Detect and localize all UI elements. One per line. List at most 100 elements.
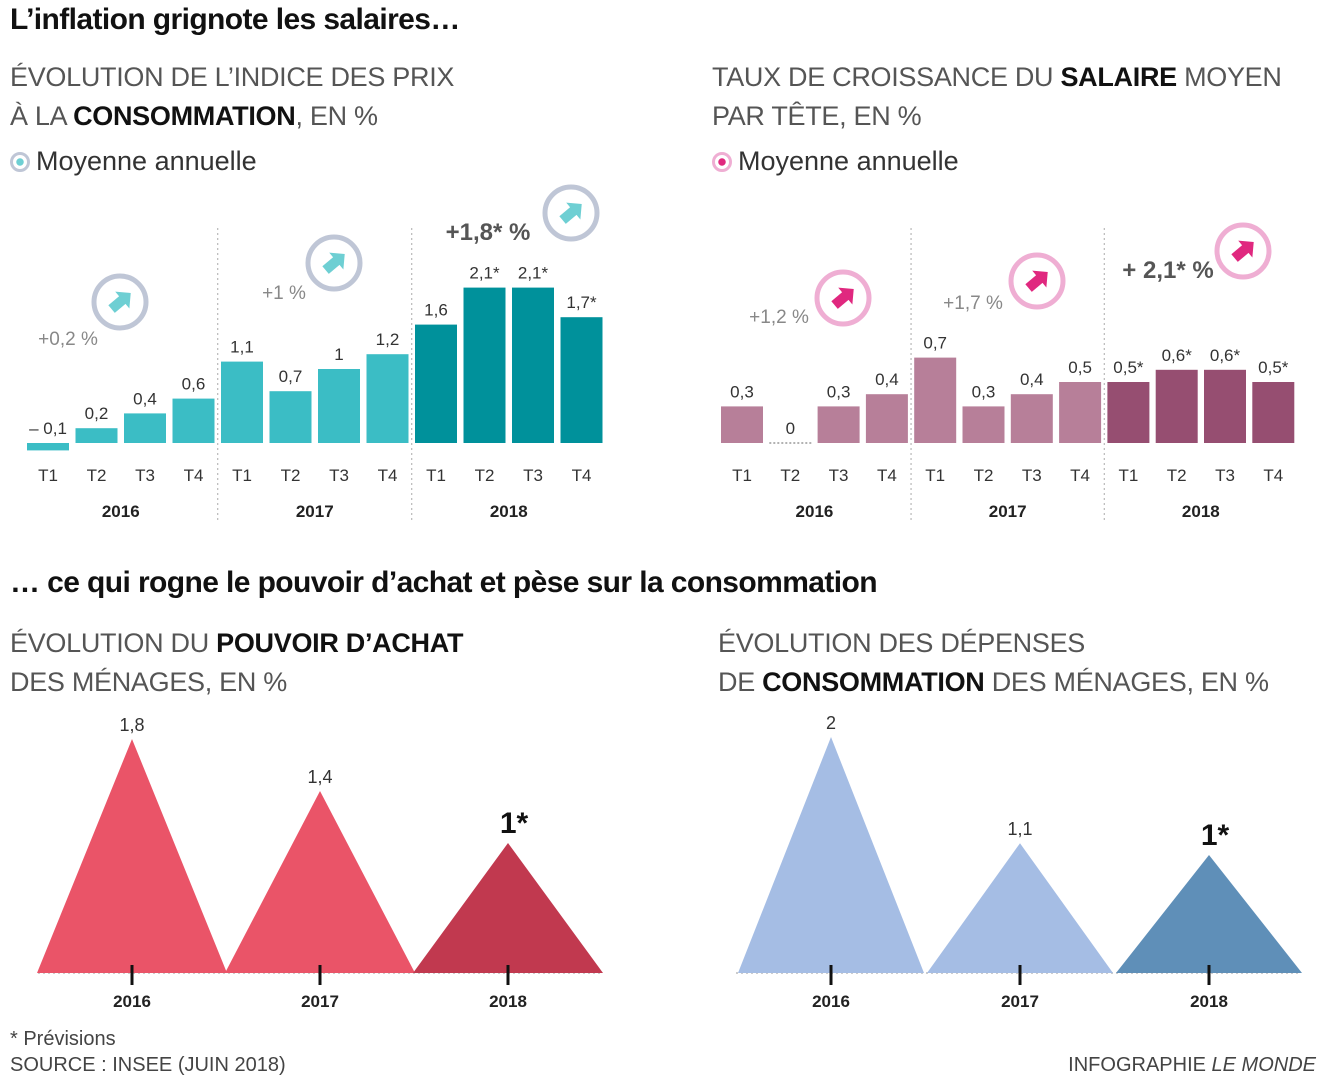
quarter-tick-label: T3 — [523, 466, 543, 485]
bar-value-label: 0,4 — [875, 370, 899, 389]
quarter-tick-label: T3 — [135, 466, 155, 485]
annual-average-label: +0,2 % — [38, 329, 98, 350]
heading-top: L’inflation grignote les salaires… — [10, 3, 460, 36]
annual-average-arrow-icon — [542, 184, 600, 242]
quarter-tick-label: T2 — [780, 466, 800, 485]
bar-value-label: 0,6* — [1210, 346, 1241, 365]
cpi-legend: Moyenne annuelle — [10, 146, 257, 177]
year-label: 2016 — [113, 992, 151, 1011]
bar — [269, 391, 312, 443]
bar — [172, 398, 215, 443]
quarter-tick-label: T4 — [572, 466, 592, 485]
purchasing-power-title: ÉVOLUTION DU POUVOIR D’ACHAT DES MÉNAGES… — [10, 628, 464, 697]
annual-average-label: +1 % — [262, 283, 306, 304]
bar — [560, 317, 603, 443]
bar-value-label: 0,5* — [1258, 358, 1289, 377]
bar-value-label: 1,2 — [376, 330, 400, 349]
bar-value-label: 0,5 — [1068, 358, 1092, 377]
value-label: 1,4 — [307, 767, 332, 787]
bar — [221, 361, 263, 443]
bar — [721, 406, 763, 443]
bar — [962, 406, 1005, 443]
triangle-mark — [738, 737, 924, 973]
heading-bottom: … ce qui rogne le pouvoir d’achat et pès… — [10, 566, 878, 599]
year-label: 2018 — [490, 502, 528, 521]
year-label: 2018 — [1190, 992, 1228, 1011]
triangle-mark — [413, 843, 603, 973]
year-label: 2018 — [489, 992, 527, 1011]
consumption-chart: 2 2016 1,1 2017 1* 2018 — [736, 713, 1302, 1011]
bar — [463, 287, 506, 443]
year-label: 2016 — [812, 992, 850, 1011]
year-label: 2017 — [989, 502, 1027, 521]
quarter-tick-label: T4 — [378, 466, 398, 485]
annual-average-label: + 2,1* % — [1122, 257, 1213, 284]
bar-value-label: 0,3 — [730, 382, 754, 401]
year-label: 2017 — [1001, 992, 1039, 1011]
cpi-chart-title: ÉVOLUTION DE L’INDICE DES PRIX À LA CONS… — [10, 62, 455, 131]
quarter-tick-label: T3 — [329, 466, 349, 485]
annual-average-arrow-icon — [91, 273, 149, 331]
bar-value-label: 2,1* — [469, 264, 500, 283]
bar — [124, 413, 166, 443]
annual-average-arrow-icon — [305, 234, 363, 292]
bar — [1010, 394, 1053, 443]
bar-value-label: 0,4 — [1020, 370, 1044, 389]
value-label: 1,1 — [1007, 819, 1032, 839]
quarter-tick-label: T2 — [87, 466, 107, 485]
annual-average-label: +1,2 % — [749, 307, 809, 328]
source: SOURCE : INSEE (JUIN 2018) — [10, 1054, 286, 1076]
quarter-tick-label: T1 — [38, 466, 58, 485]
bar-value-label: 1,1 — [230, 338, 254, 357]
bar — [817, 406, 860, 443]
bar-value-label: 0,6* — [1162, 346, 1193, 365]
bar-value-label: 0,7 — [279, 367, 303, 386]
value-label: 2 — [826, 713, 836, 733]
year-label: 2017 — [296, 502, 334, 521]
year-label: 2016 — [102, 502, 140, 521]
bar — [1252, 382, 1295, 443]
quarter-tick-label: T2 — [1167, 466, 1187, 485]
wage-legend: Moyenne annuelle — [712, 146, 959, 177]
bar — [1059, 382, 1102, 443]
quarter-tick-label: T4 — [1263, 466, 1283, 485]
purchasing-power-chart: 1,8 2016 1,4 2017 1* 2018 — [37, 715, 603, 1011]
bar-value-label: – 0,1 — [29, 419, 67, 438]
year-label: 2018 — [1182, 502, 1220, 521]
bar — [318, 369, 360, 443]
bar — [865, 394, 908, 443]
value-label: 1* — [500, 807, 529, 840]
bar — [366, 354, 409, 443]
quarter-tick-label: T4 — [877, 466, 897, 485]
quarter-tick-label: T2 — [475, 466, 495, 485]
bar-value-label: 0,5* — [1113, 358, 1144, 377]
quarter-tick-label: T1 — [732, 466, 752, 485]
bar — [415, 324, 457, 443]
bar-value-label: 0,6 — [182, 375, 206, 394]
bar-value-label: 0,3 — [827, 382, 851, 401]
year-label: 2017 — [301, 992, 339, 1011]
annual-average-label: +1,8* % — [446, 219, 531, 246]
cpi-bar-chart: – 0,1 T1 0,2 T2 0,4 T3 0,6 T4 1,1 T1 0,7 T2 1 T3 1,2 T4… — [27, 184, 603, 523]
bar-value-label: 0 — [786, 419, 795, 438]
triangle-mark — [1116, 855, 1302, 973]
year-label: 2016 — [796, 502, 834, 521]
quarter-tick-label: T1 — [1118, 466, 1138, 485]
bar-value-label: 0,4 — [133, 389, 157, 408]
bar — [1155, 369, 1198, 443]
bar — [1204, 369, 1246, 443]
bar-value-label: 1 — [334, 345, 343, 364]
annual-average-arrow-icon — [1214, 222, 1272, 280]
quarter-tick-label: T3 — [1215, 466, 1235, 485]
quarter-tick-label: T1 — [925, 466, 945, 485]
bar-value-label: 1,7* — [566, 293, 597, 312]
footnote: * Prévisions — [10, 1028, 116, 1050]
quarter-tick-label: T3 — [1022, 466, 1042, 485]
quarter-tick-label: T2 — [281, 466, 301, 485]
bar-value-label: 0,7 — [923, 334, 947, 353]
quarter-tick-label: T4 — [1070, 466, 1090, 485]
value-label: 1,8 — [119, 715, 144, 735]
annual-average-arrow-icon — [1008, 252, 1066, 310]
wage-chart-title: TAUX DE CROISSANCE DU SALAIRE MOYEN PAR … — [712, 62, 1282, 131]
